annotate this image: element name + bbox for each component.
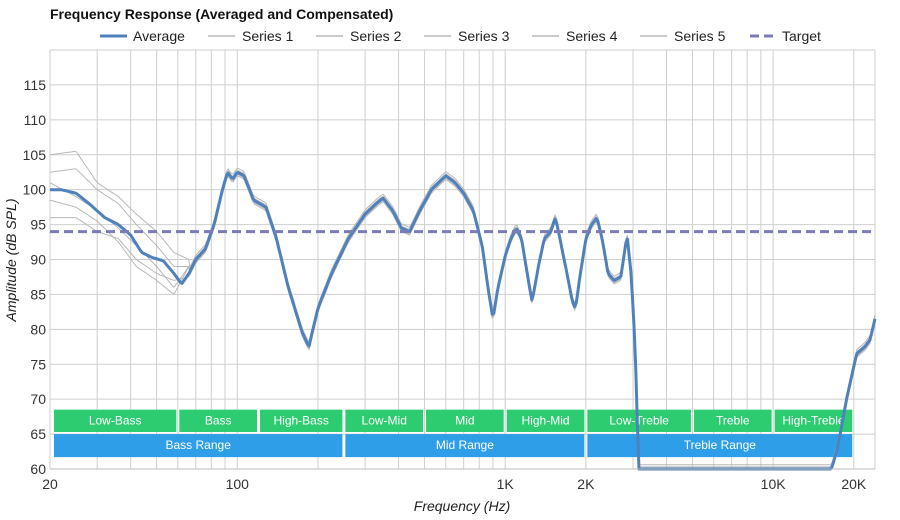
y-tick-label: 65 bbox=[30, 426, 46, 442]
series-lines bbox=[49, 150, 877, 471]
band-label: Low-Treble bbox=[609, 414, 669, 428]
legend-item-series-4: Series 4 bbox=[532, 28, 618, 44]
band-label: Bass bbox=[205, 414, 232, 428]
band-label: Bass Range bbox=[166, 438, 232, 452]
legend-item-series-5: Series 5 bbox=[640, 28, 726, 44]
band-label: Mid Range bbox=[436, 438, 494, 452]
band-high-treble bbox=[774, 409, 853, 432]
legend-label: Average bbox=[133, 28, 185, 44]
axes: 60 65 70 75 80 85 90 95 100 105 110 115 20 100 1K 2K 10K… bbox=[23, 77, 875, 492]
band-low-bass bbox=[54, 409, 177, 432]
legend-label: Series 3 bbox=[458, 28, 510, 44]
legend-label: Target bbox=[782, 28, 821, 44]
band-treble bbox=[693, 409, 772, 432]
band-bass-range bbox=[54, 434, 343, 458]
band-low-treble bbox=[587, 409, 691, 432]
band-label: Treble bbox=[716, 414, 750, 428]
chart-title: Frequency Response (Averaged and Compens… bbox=[50, 6, 393, 22]
y-tick-label: 85 bbox=[30, 286, 46, 302]
y-axis-label: Amplitude (dB SPL) bbox=[3, 199, 19, 323]
x-tick-label: 2K bbox=[577, 476, 595, 492]
band-label: High-Treble bbox=[782, 414, 845, 428]
x-axis-label: Frequency (Hz) bbox=[414, 498, 510, 514]
legend-item-average: Average bbox=[100, 28, 185, 44]
x-tick-label: 10K bbox=[761, 476, 787, 492]
series-line bbox=[49, 167, 876, 466]
band-high-mid bbox=[506, 409, 585, 432]
y-tick-label: 70 bbox=[30, 391, 46, 407]
band-label: High-Mid bbox=[522, 414, 570, 428]
y-tick-label: 60 bbox=[30, 461, 46, 477]
grid bbox=[49, 49, 876, 470]
band-label: Low-Bass bbox=[89, 414, 142, 428]
legend-item-target: Target bbox=[750, 28, 821, 44]
y-tick-label: 90 bbox=[30, 252, 46, 268]
band-bass bbox=[179, 409, 257, 432]
band-label: Treble Range bbox=[684, 438, 757, 452]
x-tick-label: 20 bbox=[42, 476, 58, 492]
y-tick-label: 105 bbox=[23, 147, 47, 163]
legend-item-series-3: Series 3 bbox=[424, 28, 510, 44]
legend-item-series-2: Series 2 bbox=[316, 28, 402, 44]
legend-label: Series 5 bbox=[674, 28, 726, 44]
band-label: Mid bbox=[455, 414, 474, 428]
band-mid bbox=[426, 409, 504, 432]
band-label: Low-Mid bbox=[362, 414, 407, 428]
x-tick-label: 20K bbox=[841, 476, 867, 492]
legend-item-series-1: Series 1 bbox=[208, 28, 294, 44]
frequency-bands: Low-Bass Bass High-Bass Low-Mid Mid High-Mid L… bbox=[54, 409, 853, 458]
y-tick-label: 115 bbox=[24, 77, 47, 93]
y-tick-label: 100 bbox=[23, 182, 47, 198]
band-treble-range bbox=[587, 434, 853, 458]
band-high-bass bbox=[259, 409, 343, 432]
x-tick-label: 100 bbox=[226, 476, 250, 492]
x-tick-label: 1K bbox=[497, 476, 515, 492]
y-tick-label: 110 bbox=[24, 112, 47, 128]
legend-label: Series 2 bbox=[350, 28, 402, 44]
y-tick-label: 95 bbox=[30, 217, 46, 233]
y-tick-label: 75 bbox=[30, 356, 46, 372]
band-label: High-Bass bbox=[274, 414, 329, 428]
legend: Average Series 1 Series 2 Series 3 Series 4 S… bbox=[100, 28, 821, 44]
band-low-mid bbox=[345, 409, 424, 432]
y-tick-label: 80 bbox=[30, 321, 46, 337]
band-mid-range bbox=[345, 434, 585, 458]
legend-label: Series 1 bbox=[242, 28, 294, 44]
legend-label: Series 4 bbox=[566, 28, 618, 44]
